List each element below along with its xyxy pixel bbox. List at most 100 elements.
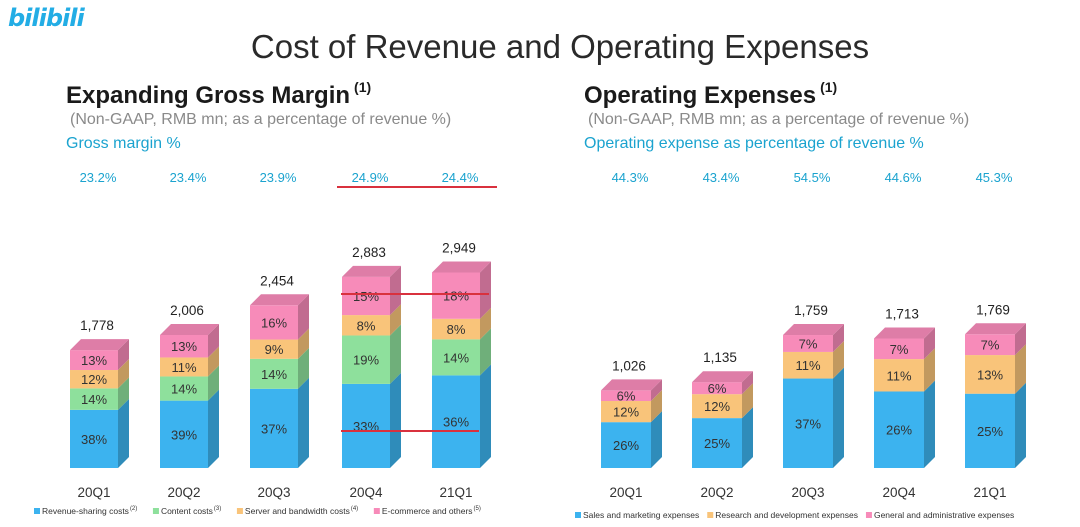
bar-segment: [432, 318, 480, 340]
bar-segment: [874, 391, 924, 468]
segment-label: 14%: [171, 382, 197, 397]
bar-21Q1: 36% 14% 8% 18% 2,949: [432, 240, 491, 468]
bar-20Q4: 26% 11% 7% 1,713: [874, 306, 935, 468]
segment-label: 9%: [265, 342, 284, 357]
bar-segment: [874, 338, 924, 360]
segment-label: 11%: [886, 368, 911, 383]
category-label: 20Q1: [77, 485, 110, 500]
category-label: 20Q3: [791, 485, 824, 500]
bar-segment: [342, 335, 390, 384]
total-label: 1,135: [703, 350, 737, 365]
category-label: 20Q4: [349, 485, 383, 500]
bar-segment: [432, 272, 480, 319]
bar-top-face: [874, 327, 935, 339]
segment-label: 14%: [81, 392, 107, 407]
top-percentage-label: 24.4%: [442, 170, 479, 185]
legend-swatch: [373, 508, 380, 514]
segment-label: 14%: [261, 367, 287, 382]
segment-label: 13%: [171, 339, 197, 354]
segment-label: 6%: [617, 389, 636, 404]
bar-segment: [783, 351, 833, 379]
bar-segment: [250, 305, 298, 340]
bar-segment-side: [924, 348, 935, 392]
category-label: 20Q2: [167, 485, 200, 500]
segment-label: 13%: [81, 353, 107, 368]
total-label: 1,713: [885, 306, 919, 321]
total-label: 2,883: [352, 245, 386, 260]
bar-top-face: [783, 324, 844, 336]
segment-label: 18%: [443, 289, 469, 304]
legend: Sales and marketing expenses Research and…: [575, 510, 1014, 520]
bar-20Q3: 37% 11% 7% 1,759: [783, 303, 844, 468]
bar-20Q1: 26% 12%6% 1,026: [601, 358, 662, 468]
gross-margin-subtitle: (Non-GAAP, RMB mn; as a percentage of re…: [70, 111, 452, 128]
bar-segment: [692, 394, 742, 419]
bar-20Q4: 33%19%8%15%2,883: [342, 245, 401, 468]
bar-segment-side: [298, 294, 309, 340]
bar-segment: [601, 401, 651, 423]
legend-swatch: [236, 508, 243, 514]
top-percentage-label: 23.4%: [170, 170, 207, 185]
segment-label: 7%: [981, 338, 1000, 353]
bar-segment-side: [742, 371, 753, 395]
legend-swatch: [707, 512, 714, 518]
opex-title-footnote: (1): [820, 79, 838, 95]
opex-pct-label: Operating expense as percentage of reven…: [584, 135, 924, 152]
opex-title: Operating Expenses (1): [584, 79, 838, 110]
bar-segment-side: [390, 324, 401, 384]
bar-21Q1: 25% 13% 7% 1,769: [965, 302, 1026, 468]
top-percentage-label: 23.9%: [260, 170, 297, 185]
segment-label: 11%: [795, 358, 820, 373]
legend-footnote: (2): [130, 506, 137, 512]
bar-segment-side: [651, 411, 662, 468]
bar-segment-side: [390, 304, 401, 336]
bar-segment: [70, 388, 118, 410]
bar-segment-side: [390, 265, 401, 316]
bar-segment: [70, 370, 118, 389]
segment-label: 14%: [443, 350, 469, 365]
bar-segment: [250, 339, 298, 359]
category-label: 20Q1: [609, 485, 642, 500]
legend-footnote: (3): [214, 506, 221, 512]
chart-operating-expenses: 26%12%6%1,02644.3%20Q125%12%6%1,13543.4%…: [601, 170, 1026, 500]
category-label: 20Q4: [882, 485, 916, 500]
bar-segment: [874, 359, 924, 392]
gross-margin-title-footnote: (1): [354, 79, 372, 95]
category-label: 20Q2: [700, 485, 733, 500]
bar-segment: [432, 375, 480, 468]
bar-segment-side: [298, 328, 309, 359]
bar-top-face: [432, 261, 491, 273]
bar-segment-side: [651, 390, 662, 423]
bar-segment: [601, 422, 651, 468]
bar-segment-side: [390, 372, 401, 468]
bar-20Q1: 38% 14% 12% 13% 1,778: [70, 318, 129, 468]
bilibili-logo: bilibili: [8, 4, 85, 32]
bar-segment-side: [651, 379, 662, 402]
bar-segment-side: [480, 364, 491, 468]
segment-label: 7%: [890, 342, 909, 357]
category-label: 21Q1: [439, 485, 472, 500]
legend-swatch: [34, 508, 40, 514]
bar-segment-side: [742, 383, 753, 419]
legend-swatch: [575, 512, 581, 518]
bar-segment-side: [833, 324, 844, 352]
bar-segment-side: [208, 324, 219, 358]
total-label: 1,026: [612, 358, 646, 373]
legend-label: Sales and marketing expenses: [583, 510, 699, 520]
bar-segment: [342, 276, 390, 316]
segment-label: 38%: [81, 432, 107, 447]
chart-cost-of-revenue: 38% 14% 12% 13% 1,778 23.2% 20Q1 39% 14% 11% 13% 2,…: [70, 170, 491, 500]
legend-label: E-commerce and others: [382, 506, 473, 516]
gross-margin-title: Expanding Gross Margin (1): [66, 79, 372, 110]
segment-label: 19%: [353, 353, 379, 368]
segment-label: 15%: [353, 289, 379, 304]
category-label: 20Q3: [257, 485, 290, 500]
bar-top-face: [160, 324, 219, 336]
bar-20Q2: 25% 12% 6% 1,135: [692, 350, 753, 468]
bar-segment-side: [118, 359, 129, 389]
bar-segment: [160, 357, 208, 377]
legend: Revenue-sharing costs (2) Content costs (3)…: [34, 506, 481, 516]
opex-title-text: Operating Expenses: [584, 82, 817, 109]
bar-20Q2: 39% 14% 11% 13% 2,006: [160, 303, 219, 468]
